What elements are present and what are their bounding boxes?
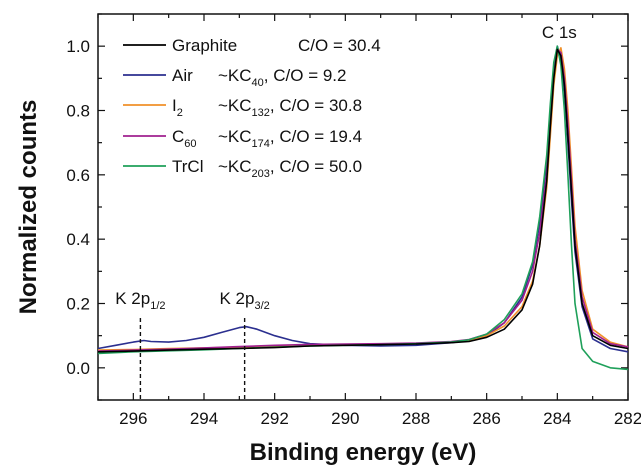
y-tick-label: 0.4 xyxy=(66,230,90,249)
annotation-c1s: C 1s xyxy=(542,23,577,42)
annotation-k2p32: K 2p3/2 xyxy=(219,289,269,312)
series-lines xyxy=(97,45,629,371)
series-line-i xyxy=(97,47,629,351)
legend-ratio: ~KC40, C/O = 9.2 xyxy=(218,66,346,89)
annotation-k2p12: K 2p1/2 xyxy=(115,289,165,312)
legend: Graphite C/O = 30.4 Air ~KC40, C/O = 9.2 I2 ~… xyxy=(123,36,381,180)
x-tick-labels: 296 294 292 290 288 286 284 282 xyxy=(119,409,641,428)
legend-ratio: ~KC132, C/O = 30.8 xyxy=(218,96,362,119)
series-line-air xyxy=(97,45,629,353)
y-tick-labels: 0.0 0.2 0.4 0.6 0.8 1.0 xyxy=(66,37,90,378)
y-tick-label: 0.0 xyxy=(66,359,90,378)
series-line-trcl xyxy=(97,45,629,371)
x-tick-label: 284 xyxy=(543,409,571,428)
legend-label: Graphite xyxy=(172,36,237,55)
series-line-c xyxy=(97,48,629,352)
legend-label: I2 xyxy=(172,96,183,119)
y-tick-label: 0.8 xyxy=(66,102,90,121)
y-tick-label: 1.0 xyxy=(66,37,90,56)
y-tick-label: 0.6 xyxy=(66,166,90,185)
x-tick-label: 292 xyxy=(260,409,288,428)
x-tick-label: 286 xyxy=(472,409,500,428)
annotations: K 2p1/2 K 2p3/2 C 1s xyxy=(115,23,577,400)
legend-label: Air xyxy=(172,66,193,85)
y-tick-label: 0.2 xyxy=(66,295,90,314)
legend-ratio: C/O = 30.4 xyxy=(298,36,381,55)
x-tick-label: 282 xyxy=(614,409,641,428)
series-line-graphite xyxy=(97,48,629,353)
legend-label: C60 xyxy=(172,127,197,150)
legend-ratio: ~KC203, C/O = 50.0 xyxy=(218,157,362,180)
legend-label: TrCl xyxy=(172,157,203,176)
axis-ticks xyxy=(97,13,629,401)
y-axis-title: Normalized counts xyxy=(15,100,42,315)
x-tick-label: 290 xyxy=(331,409,359,428)
x-tick-label: 296 xyxy=(119,409,147,428)
x-axis-title: Binding energy (eV) xyxy=(250,439,477,466)
x-tick-label: 288 xyxy=(402,409,430,428)
x-tick-label: 294 xyxy=(190,409,218,428)
legend-ratio: ~KC174, C/O = 19.4 xyxy=(218,127,362,150)
